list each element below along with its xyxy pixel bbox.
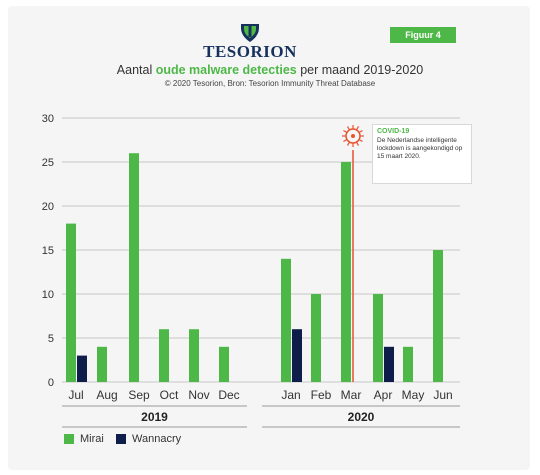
chart-panel (8, 6, 530, 470)
brand-logo: TESORION (200, 22, 300, 62)
x-tick-label: Jun (433, 388, 452, 402)
y-tick-label: 0 (48, 377, 54, 389)
bar-mirai (129, 153, 139, 382)
legend-item-mirai: Mirai (64, 433, 104, 445)
virus-icon-core (351, 134, 355, 138)
x-tick-label: Nov (188, 388, 209, 402)
bar-mirai (159, 329, 169, 382)
x-tick-label: Jul (68, 388, 83, 402)
x-tick-label: Dec (218, 388, 239, 402)
virus-icon-spike (358, 129, 363, 134)
chart-subtitle: © 2020 Tesorion, Bron: Tesorion Immunity… (164, 79, 376, 88)
y-tick-label: 15 (42, 245, 54, 257)
legend-label-mirai: Mirai (80, 433, 104, 445)
brand-name: TESORION (203, 42, 297, 61)
legend-swatch-wannacry (116, 434, 126, 444)
x-tick-label: Mar (341, 388, 362, 402)
figure-badge: Figuur 4 (390, 27, 456, 43)
x-tick-label: Apr (374, 388, 393, 402)
virus-icon-spike (343, 129, 348, 134)
bar-mirai (189, 329, 199, 382)
bar-mirai (311, 294, 321, 382)
y-tick-label: 20 (42, 201, 54, 213)
bar-wannacry (292, 329, 302, 382)
title-prefix: Aantal (116, 63, 156, 77)
legend-label-wannacry: Wannacry (132, 433, 182, 445)
covid-annotation: COVID-19 De Nederlandse intelligente loc… (372, 124, 472, 184)
x-tick-label: Sep (128, 388, 150, 402)
y-tick-label: 10 (42, 289, 54, 301)
bar-mirai (219, 346, 229, 382)
bar-mirai (341, 162, 351, 382)
annotation-text: De Nederlandse intelligente lockdown is … (377, 136, 463, 160)
tesorion-shield-icon (241, 24, 259, 42)
x-tick-label: May (402, 388, 425, 402)
chart-title: Aantal oude malware detecties per maand … (0, 63, 540, 77)
legend-item-wannacry: Wannacry (116, 433, 181, 445)
virus-icon-spike (346, 126, 351, 131)
virus-icon-spike (355, 126, 360, 131)
virus-icon-spike (346, 141, 351, 146)
x-tick-label: Feb (311, 388, 332, 402)
bar-mirai (403, 346, 413, 382)
title-highlight: oude malware detecties (155, 63, 297, 77)
x-tick-label: Oct (160, 388, 179, 402)
year-label: 2020 (348, 410, 375, 424)
y-tick-label: 5 (48, 333, 54, 345)
bar-mirai (433, 250, 443, 382)
virus-icon-spike (358, 138, 363, 143)
bar-mirai (281, 258, 291, 382)
bar-wannacry (384, 346, 394, 382)
legend-swatch-mirai (64, 434, 74, 444)
x-tick-label: Jan (281, 388, 300, 402)
virus-icon-spike (355, 141, 360, 146)
y-tick-label: 25 (42, 157, 54, 169)
annotation-heading: COVID-19 (377, 128, 410, 135)
bar-wannacry (77, 355, 87, 382)
year-label: 2019 (141, 410, 168, 424)
x-tick-label: Aug (96, 388, 117, 402)
y-tick-label: 30 (42, 113, 54, 125)
title-suffix: per maand 2019-2020 (296, 63, 424, 77)
bar-mirai (66, 223, 76, 382)
bar-mirai (97, 346, 107, 382)
bar-mirai (373, 294, 383, 382)
virus-icon-spike (343, 138, 348, 143)
